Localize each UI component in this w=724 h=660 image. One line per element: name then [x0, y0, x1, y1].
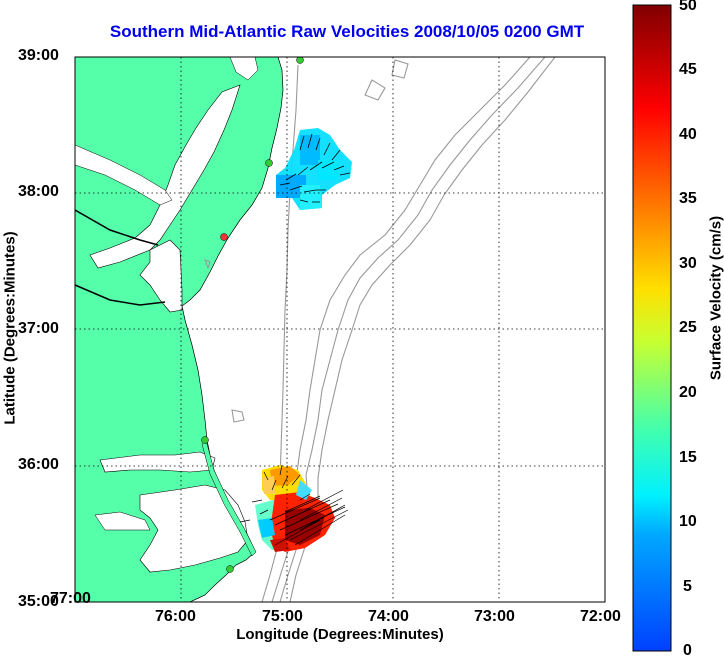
y-tick-label: 39:00: [18, 47, 59, 65]
colorbar-tick-label: 5: [683, 578, 692, 596]
colorbar-tick-label: 45: [679, 61, 697, 79]
colorbar-tick-label: 0: [683, 642, 692, 660]
colorbar-tick-label: 20: [679, 384, 697, 402]
x-tick-label: 73:00: [474, 608, 515, 626]
x-tick-label: 76:00: [155, 608, 196, 626]
radar-station-marker: [297, 57, 304, 64]
colorbar-tick-label: 15: [679, 449, 697, 467]
x-tick-label: 75:00: [262, 608, 303, 626]
colorbar-tick-label: 35: [679, 190, 697, 208]
colorbar-tick-label: 25: [679, 319, 697, 337]
x-tick-label: 74:00: [368, 608, 409, 626]
colorbar: [633, 5, 671, 651]
colorbar-tick-label: 50: [679, 0, 697, 15]
radar-station-marker: [266, 160, 273, 167]
x-axis-label: Longitude (Degrees:Minutes): [75, 626, 605, 643]
y-tick-label: 37:00: [18, 320, 59, 338]
colorbar-tick-label: 40: [679, 126, 697, 144]
y-tick-label: 38:00: [18, 183, 59, 201]
colorbar-tick-label: 30: [679, 255, 697, 273]
x-tick-label: 72:00: [580, 608, 621, 626]
colorbar-tick-label: 10: [679, 513, 697, 531]
y-axis-label: Latitude (Degrees:Minutes): [2, 231, 19, 424]
radar-station-marker: [227, 566, 234, 573]
radar-station-marker-inactive: [221, 234, 228, 241]
colorbar-label: Surface Velocity (cm/s): [708, 216, 724, 380]
y-tick-label: 36:00: [18, 456, 59, 474]
y-tick-label: 35:00: [18, 593, 59, 611]
radar-station-marker: [202, 437, 209, 444]
